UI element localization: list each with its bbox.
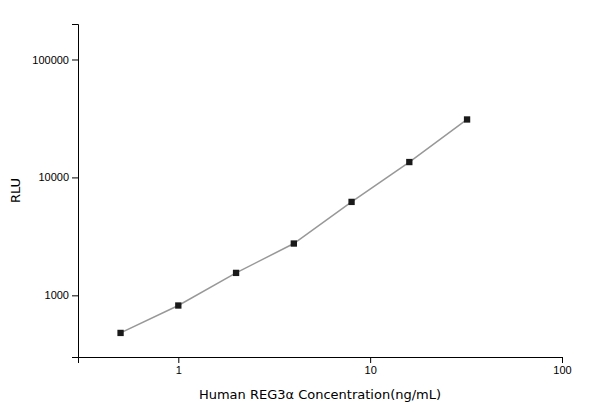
plot-area: 1 10 100 1000 10000 100000 — [32, 25, 571, 376]
point — [406, 159, 412, 165]
tick-label: 10 — [365, 364, 377, 376]
y-axis-title: RLU — [8, 178, 23, 203]
tick: 100000 — [32, 54, 78, 66]
point — [291, 240, 297, 246]
tick-mark — [370, 357, 371, 363]
tick: 10 — [365, 357, 377, 376]
marks — [117, 116, 470, 336]
tick-mark — [72, 59, 78, 60]
tick-label: 100 — [553, 364, 571, 376]
tick: 1 — [176, 357, 182, 376]
point — [233, 270, 239, 276]
tick-mark — [72, 177, 78, 178]
tick-label: 100000 — [32, 54, 69, 66]
x-axis: 1 10 100 — [79, 357, 572, 376]
axis-line — [79, 358, 563, 364]
tick: 1000 — [45, 289, 78, 301]
tick: 100 — [553, 357, 571, 376]
y-axis: 1000 10000 100000 — [32, 25, 78, 358]
point — [464, 116, 470, 122]
point — [175, 302, 181, 308]
chart: 1 10 100 1000 10000 100000 Human REG3α Concent… — [0, 0, 590, 413]
tick-mark — [562, 357, 563, 363]
line — [121, 119, 468, 332]
axis-line — [72, 25, 79, 358]
point — [348, 199, 354, 205]
tick: 10000 — [38, 171, 78, 183]
tick-label: 10000 — [38, 171, 69, 183]
tick-mark — [178, 357, 179, 363]
tick-label: 1000 — [45, 289, 69, 301]
tick-label: 1 — [176, 364, 182, 376]
tick-mark — [72, 295, 78, 296]
point — [117, 330, 123, 336]
x-axis-title: Human REG3α Concentration(ng/mL) — [199, 387, 441, 402]
